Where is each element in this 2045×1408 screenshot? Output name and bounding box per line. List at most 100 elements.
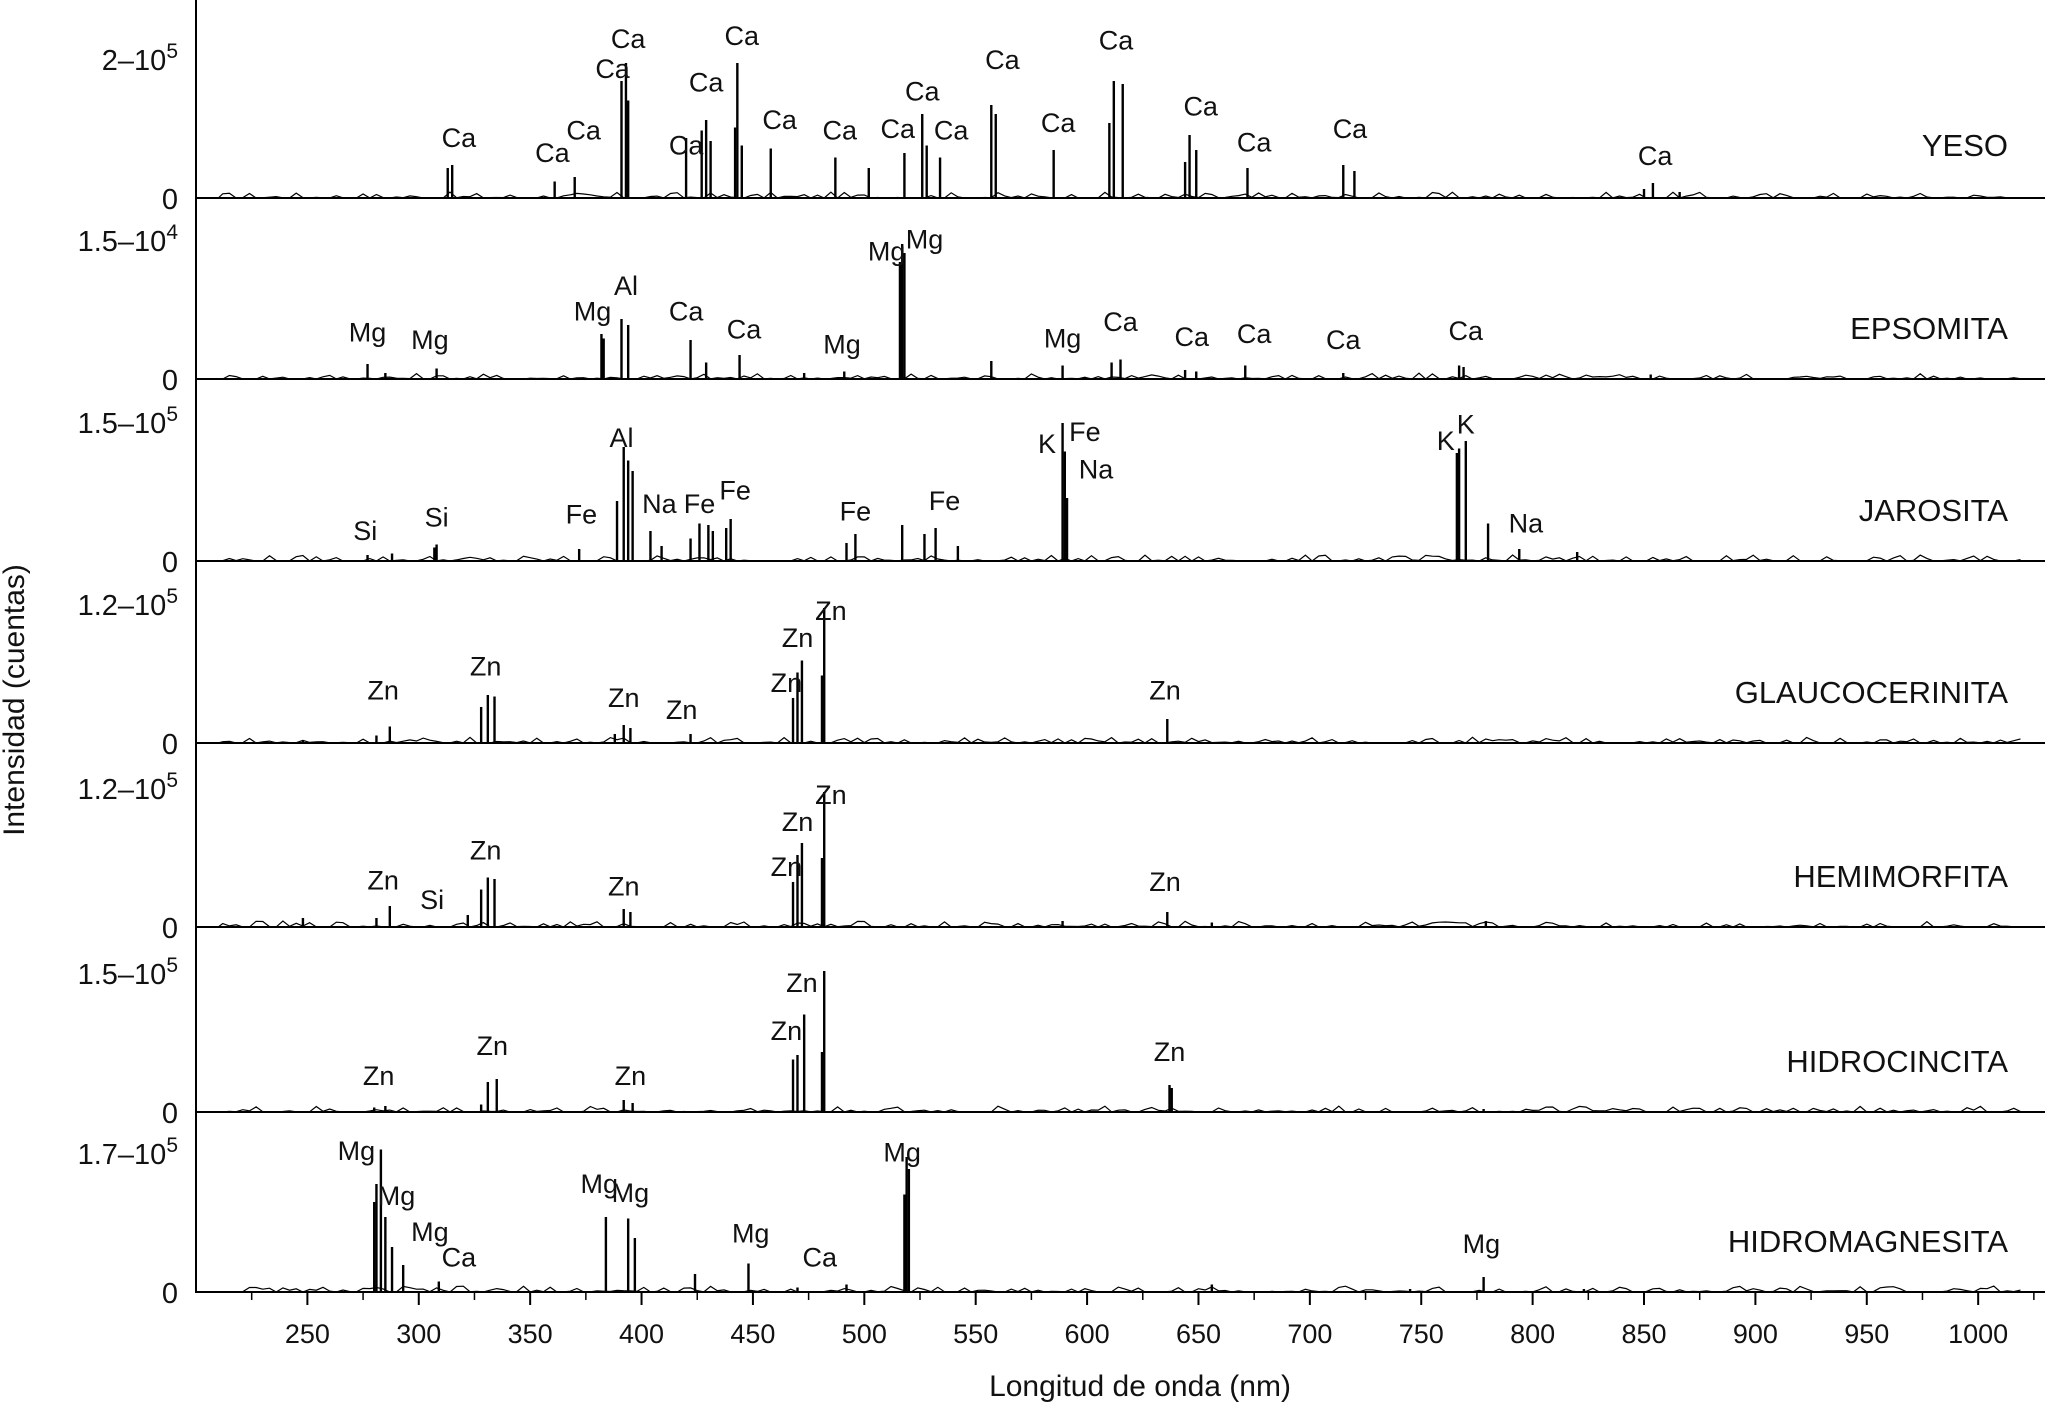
spectrum-baseline-trace (217, 920, 2021, 928)
element-label: Mg (378, 1181, 416, 1211)
y-top-label: 1.5–105 (78, 954, 178, 991)
element-label: Zn (1149, 676, 1181, 706)
y-top-label: 1.7–105 (78, 1134, 178, 1171)
x-axis: 250 300 350 400 450 500 550 600 650 700 750 800 850 9… (250, 1293, 2035, 1349)
y-top-label: 1.5–105 (78, 403, 178, 440)
spectrum-baseline-trace (217, 191, 2021, 199)
element-label: Zn (771, 668, 803, 698)
element-label: Fe (684, 489, 716, 519)
x-tick-label: 300 (396, 1319, 441, 1349)
element-label: Mg (349, 318, 387, 348)
element-label: Ca (1333, 114, 1368, 144)
element-label: Mg (906, 225, 944, 255)
element-label: K (1457, 410, 1475, 440)
x-tick-label: 1000 (1948, 1319, 2008, 1349)
element-label: Mg (411, 1217, 449, 1247)
element-label: Ca (1326, 325, 1361, 355)
x-tick-label: 850 (1621, 1319, 1666, 1349)
element-label: Ca (1638, 141, 1673, 171)
y-zero-label: 0 (162, 913, 178, 945)
spectrum-baseline-trace (218, 1285, 2021, 1293)
panel-hidrocincita: Zn Zn Zn Zn Zn Zn HIDROCINCITA 0 1.5–105 (78, 954, 2045, 1130)
x-tick-label: 450 (730, 1319, 775, 1349)
element-label: Mg (732, 1219, 770, 1249)
element-label: Ca (1103, 307, 1138, 337)
element-label: Ca (669, 131, 704, 161)
element-label: Zn (771, 852, 803, 882)
y-top-label: 1.5–104 (78, 221, 179, 258)
element-label: Ca (1175, 322, 1210, 352)
element-label: Ca (669, 297, 704, 327)
element-label: Zn (1154, 1037, 1186, 1067)
element-label: Ca (727, 315, 762, 345)
y-zero-label: 0 (162, 365, 178, 397)
x-tick-label: 500 (842, 1319, 887, 1349)
element-label: Si (425, 503, 449, 533)
element-label: Ca (725, 21, 760, 51)
y-top-label: 1.2–105 (78, 585, 178, 622)
y-top-label: 1.2–105 (78, 769, 178, 806)
y-zero-label: 0 (162, 547, 178, 579)
element-label: Fe (840, 497, 872, 527)
element-label: Al (609, 423, 633, 453)
element-label: Mg (1463, 1229, 1501, 1259)
element-label: Zn (608, 872, 640, 902)
element-label: Ca (823, 116, 858, 146)
element-label: Ca (905, 77, 940, 107)
mineral-name-label: HIDROCINCITA (1786, 1044, 2008, 1079)
spectrum-baseline-trace (218, 554, 2021, 562)
element-label: Mg (823, 330, 861, 360)
spectrum-baseline-trace (218, 1105, 2021, 1113)
element-label: Mg (883, 1138, 921, 1168)
element-label: Ca (566, 116, 601, 146)
x-axis-title: Longitud de onda (nm) (989, 1370, 1291, 1403)
mineral-name-label: YESO (1922, 128, 2008, 163)
element-label: Si (353, 516, 377, 546)
element-label: Ca (803, 1243, 838, 1273)
element-label: Zn (782, 807, 814, 837)
element-label: Na (1509, 509, 1544, 539)
element-label: Ca (689, 68, 724, 98)
element-label: Zn (470, 836, 502, 866)
element-label: Zn (782, 623, 814, 653)
element-label: Ca (1041, 108, 1076, 138)
mineral-name-label: JAROSITA (1859, 493, 2009, 528)
x-tick-label: 900 (1733, 1319, 1778, 1349)
y-axis-title: Intensidad (cuentas) (0, 564, 31, 836)
x-tick-label: 800 (1510, 1319, 1555, 1349)
element-label: Al (614, 271, 638, 301)
x-tick-label: 350 (508, 1319, 553, 1349)
element-label: K (1437, 426, 1455, 456)
x-tick-label: 700 (1287, 1319, 1332, 1349)
element-label: Mg (1044, 324, 1082, 354)
spectrum-baseline-trace (218, 372, 2021, 380)
element-label: Na (1079, 455, 1114, 485)
element-label: Mg (580, 1169, 618, 1199)
element-label: Zn (815, 596, 847, 626)
y-top-label: 2–105 (102, 40, 178, 77)
element-label: Zn (367, 676, 399, 706)
element-label: Si (420, 885, 444, 915)
x-tick-label: 400 (619, 1319, 664, 1349)
mineral-name-label: GLAUCOCERINITA (1735, 675, 2009, 710)
element-label: Zn (815, 780, 847, 810)
element-label: Fe (929, 486, 961, 516)
element-label: Ca (1449, 316, 1484, 346)
element-label: Ca (535, 138, 570, 168)
mineral-name-label: HEMIMORFITA (1793, 859, 2008, 894)
element-label: Zn (771, 1016, 803, 1046)
element-label: Zn (1149, 867, 1181, 897)
element-label: Ca (442, 123, 477, 153)
element-label: Ca (880, 114, 915, 144)
element-label: Zn (608, 683, 640, 713)
element-label: Zn (786, 968, 818, 998)
spectrum-baseline-trace (218, 736, 2021, 744)
element-label: Ca (762, 105, 797, 135)
element-label: Zn (363, 1061, 395, 1091)
y-zero-label: 0 (162, 1278, 178, 1310)
